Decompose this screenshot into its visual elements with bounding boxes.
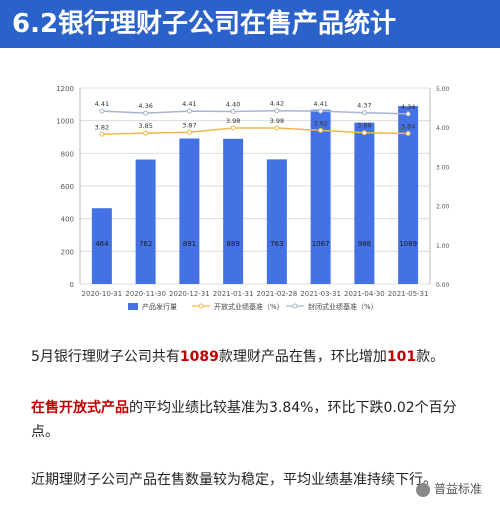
y-right-tick-label: 1.00 (436, 243, 450, 250)
bar (398, 106, 419, 284)
bar-value-label: 889 (226, 240, 239, 248)
closed-benchmark-value-label: 4.41 (313, 100, 327, 108)
closed-benchmark-point (230, 109, 236, 115)
p1-product-count: 1089 (179, 349, 219, 365)
p1-text-a: 5月银行理财子公司共有 (31, 349, 180, 365)
legend-label-closed: 封闭式业绩基准（%） (308, 302, 378, 311)
bar (135, 159, 156, 284)
bar-value-label: 988 (358, 240, 371, 248)
closed-benchmark-point (143, 110, 149, 116)
bar (310, 109, 331, 284)
bar-value-label: 762 (139, 240, 152, 248)
bar (266, 159, 287, 284)
open-benchmark-point (318, 127, 324, 133)
p1-increase: 101 (386, 349, 417, 365)
page-title: 6.2银行理财子公司在售产品统计 (12, 9, 397, 39)
p1-text-c: 款理财产品在售，环比增加 (218, 349, 387, 365)
open-benchmark-point (274, 125, 280, 131)
closed-benchmark-value-label: 4.41 (182, 100, 196, 108)
watermark: 普益标准 (416, 480, 482, 497)
x-tick-label: 2021-04-30 (344, 290, 385, 298)
closed-benchmark-value-label: 4.36 (138, 102, 152, 110)
bar-value-label: 1067 (312, 240, 330, 248)
wechat-logo-icon (416, 482, 430, 497)
open-benchmark-value-label: 3.85 (138, 122, 152, 130)
chart-svg: 0 200 400 600 800 1000 1200 0.00 1.00 2.00 3.00 4.0… (56, 85, 450, 311)
bar (223, 138, 244, 284)
open-benchmark-point (186, 129, 192, 135)
title-banner: 6.2银行理财子公司在售产品统计 (0, 0, 500, 48)
summary-paragraph-3: 近期理财子公司产品在售数量较为稳定，平均业绩基准持续下行。 (31, 472, 437, 488)
open-benchmark-point (99, 131, 105, 137)
closed-benchmark-point (405, 111, 411, 117)
closed-benchmark-value-label: 4.41 (95, 100, 109, 108)
bar (354, 122, 375, 284)
open-benchmark-value-label: 3.98 (270, 117, 284, 125)
summary-paragraph-2: 在售开放式产品的平均业绩比较基准为3.84%，环比下跌0.02个百分点。 (31, 396, 476, 444)
p1-text-e: 款。 (416, 349, 445, 365)
y-right-tick-label: 0.00 (436, 282, 450, 289)
closed-benchmark-line (101, 109, 409, 115)
y-right-tick-label: 2.00 (436, 204, 450, 211)
open-benchmark-value-label: 3.87 (182, 121, 196, 129)
open-benchmark-line (101, 127, 409, 136)
x-tick-label: 2020-12-31 (169, 290, 210, 298)
y-left-tick-label: 1000 (56, 118, 74, 126)
legend-swatch-bar (128, 303, 138, 310)
x-tick-label: 2021-02-28 (257, 290, 298, 298)
closed-benchmark-point (274, 108, 280, 114)
watermark-text: 普益标准 (434, 482, 483, 496)
x-tick-label: 2020-10-31 (82, 290, 123, 298)
bar-value-label: 763 (270, 240, 283, 248)
y-left-tick-label: 600 (61, 183, 74, 191)
p2-text: 的平均业绩比较基准为3.84%，环比下跌0.02个百分点。 (31, 400, 457, 440)
legend-label-bar: 产品发行量 (142, 302, 177, 311)
open-benchmark-point (405, 130, 411, 136)
p2-highlight: 在售开放式产品 (31, 400, 129, 416)
closed-benchmark-value-label: 4.42 (270, 100, 284, 108)
bar (179, 138, 200, 284)
chart: 0 200 400 600 800 1000 1200 0.00 1.00 2.00 3.00 4.0… (0, 76, 500, 316)
open-benchmark-point (143, 130, 149, 136)
summary-paragraph-1: 5月银行理财子公司共有1089款理财产品在售，环比增加101款。 (31, 345, 476, 369)
open-benchmark-value-label: 3.82 (95, 123, 109, 131)
legend-marker-open (198, 303, 204, 309)
y-right-tick-label: 5.00 (436, 86, 450, 93)
open-benchmark-point (230, 125, 236, 131)
y-right-tick-label: 3.00 (436, 164, 450, 171)
x-tick-label: 2021-01-31 (213, 290, 254, 298)
bar-value-label: 891 (183, 240, 196, 248)
y-left-tick-label: 200 (61, 248, 74, 256)
open-benchmark-value-label: 3.86 (357, 122, 371, 130)
closed-benchmark-value-label: 4.34 (401, 103, 415, 111)
bar-value-label: 1089 (399, 240, 417, 248)
bar (91, 208, 112, 284)
closed-benchmark-point (318, 108, 324, 114)
legend-label-open: 开放式业绩基准（%） (214, 302, 284, 311)
open-benchmark-value-label: 3.84 (401, 122, 415, 130)
y-left-tick-label: 1200 (56, 85, 74, 93)
open-benchmark-value-label: 3.92 (313, 119, 327, 127)
open-benchmark-point (361, 130, 367, 136)
closed-benchmark-point (99, 108, 105, 114)
x-tick-label: 2021-03-31 (300, 290, 341, 298)
y-left-tick-label: 800 (61, 150, 74, 158)
y-left-tick-label: 400 (61, 216, 74, 224)
y-left-tick-label: 0 (70, 281, 74, 289)
closed-benchmark-point (186, 108, 192, 114)
y-right-tick-label: 4.00 (436, 125, 450, 132)
x-tick-label: 2020-11-30 (125, 290, 166, 298)
open-benchmark-value-label: 3.98 (226, 117, 240, 125)
closed-benchmark-point (361, 110, 367, 116)
legend-marker-closed (292, 303, 298, 309)
bar-value-label: 464 (95, 240, 109, 248)
closed-benchmark-value-label: 4.40 (226, 101, 240, 109)
x-tick-label: 2021-05-31 (388, 290, 429, 298)
closed-benchmark-value-label: 4.37 (357, 102, 371, 110)
